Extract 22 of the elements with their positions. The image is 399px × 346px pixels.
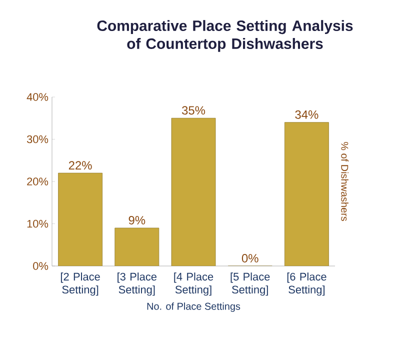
y-tick-label: 0% (33, 262, 48, 270)
x-tick-label: [6 Place Setting] (287, 272, 326, 296)
y-tick-label: 40% (26, 93, 48, 101)
y-tick-label: 10% (27, 220, 48, 228)
data-label: 35% (182, 106, 206, 115)
bar (58, 172, 102, 266)
data-label: 22% (68, 161, 92, 170)
x-tick-label: [5 Place Setting] (230, 272, 270, 296)
y-tick-label: 20% (27, 178, 48, 186)
bar (171, 118, 216, 266)
chart-title: Comparative Place Setting Analysis of Countertop Dishwashers (97, 20, 353, 52)
y-axis-title: % of Dishwashers (341, 142, 348, 221)
data-label: 9% (128, 216, 146, 224)
data-label: 34% (295, 110, 318, 119)
bar (114, 228, 160, 266)
x-tick-label: [4 Place Setting] (174, 272, 214, 296)
data-label: 0% (242, 254, 258, 262)
x-tick-label: [2 Place Setting] (60, 272, 100, 296)
bar (284, 122, 329, 266)
x-tick-label: [3 Place Setting] (118, 272, 157, 296)
y-tick-label: 30% (26, 135, 48, 144)
x-axis-title: No. of Place Settings (147, 302, 240, 312)
